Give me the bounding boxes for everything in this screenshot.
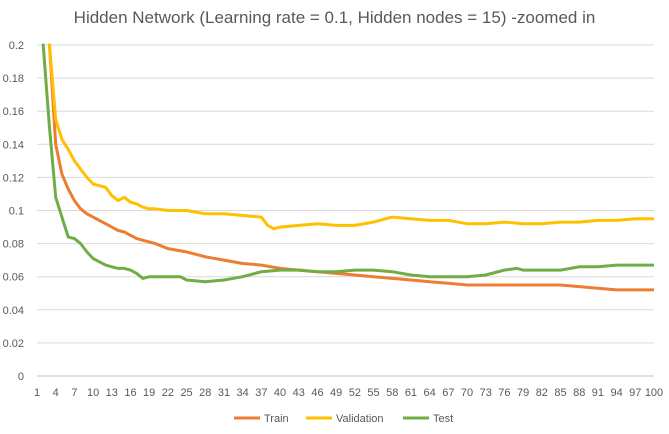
x-tick-label: 85 (554, 387, 566, 399)
y-tick-label: 0.18 (3, 73, 24, 85)
series-line-train (48, 43, 654, 292)
series-line-validation (48, 43, 654, 231)
series-lines (41, 43, 654, 292)
legend-label-train: Train (264, 413, 289, 425)
y-tick-label: 0 (18, 371, 24, 383)
axes: 0 0.02 0.04 0.06 0.08 0.1 0.12 0.14 0.16 0.18 0.2 1… (3, 40, 664, 399)
y-tick-label: 0.04 (3, 305, 24, 317)
x-tick-label: 61 (405, 387, 417, 399)
x-tick-label: 40 (274, 387, 286, 399)
x-tick-label: 19 (143, 387, 155, 399)
y-tick-label: 0.2 (9, 40, 24, 52)
gridlines (37, 44, 654, 377)
y-tick-label: 0.02 (3, 338, 24, 350)
x-tick-label: 34 (237, 387, 249, 399)
x-tick-label: 94 (610, 387, 622, 399)
x-tick-label: 37 (255, 387, 267, 399)
x-tick-label: 91 (592, 387, 604, 399)
x-tick-label: 16 (124, 387, 136, 399)
x-tick-label: 55 (367, 387, 379, 399)
x-tick-label: 82 (536, 387, 548, 399)
y-tick-label: 0.14 (3, 139, 24, 151)
x-tick-label: 79 (517, 387, 529, 399)
x-tick-label: 25 (180, 387, 192, 399)
x-tick-label: 22 (162, 387, 174, 399)
x-tick-label: 76 (498, 387, 510, 399)
y-tick-label: 0.08 (3, 239, 24, 251)
x-tick-label: 58 (386, 387, 398, 399)
x-tick-label: 28 (199, 387, 211, 399)
x-tick-label: 43 (293, 387, 305, 399)
y-tick-label: 0.16 (3, 106, 24, 118)
x-tick-label: 46 (311, 387, 323, 399)
x-tick-label: 4 (53, 387, 59, 399)
chart-title: Hidden Network (Learning rate = 0.1, Hid… (73, 8, 596, 27)
x-tick-label: 10 (87, 387, 99, 399)
x-tick-label: 100 (645, 387, 663, 399)
x-tick-label: 1 (34, 387, 40, 399)
x-tick-label: 13 (106, 387, 118, 399)
x-tick-label: 88 (573, 387, 585, 399)
x-tick-label: 64 (424, 387, 436, 399)
legend-label-test: Test (433, 413, 453, 425)
legend-label-validation: Validation (336, 413, 384, 425)
y-tick-label: 0.06 (3, 272, 24, 284)
x-tick-label: 52 (349, 387, 361, 399)
x-tick-label: 49 (330, 387, 342, 399)
legend: Train Validation Test (234, 413, 453, 425)
x-tick-label: 31 (218, 387, 230, 399)
series-line-test (41, 43, 654, 284)
x-tick-label: 7 (71, 387, 77, 399)
y-tick-label: 0.1 (9, 206, 24, 218)
x-tick-label: 73 (480, 387, 492, 399)
x-tick-label: 67 (442, 387, 454, 399)
x-tick-label: 97 (629, 387, 641, 399)
y-tick-label: 0.12 (3, 172, 24, 184)
x-tick-label: 70 (461, 387, 473, 399)
